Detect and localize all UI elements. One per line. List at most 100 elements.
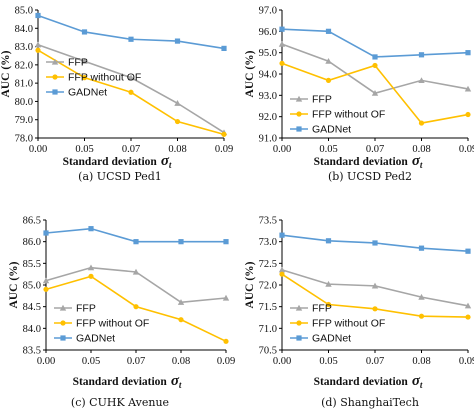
y-tick-label: 86.0 (23, 237, 41, 248)
data-point-triangle (464, 302, 472, 309)
data-point-circle (279, 271, 285, 277)
data-point-triangle (418, 293, 425, 300)
data-point-square (128, 36, 134, 42)
data-point-square (133, 239, 139, 245)
y-tick-label: 81.0 (15, 79, 33, 90)
data-point-triangle (132, 268, 140, 275)
y-tick-label: 71.5 (259, 302, 277, 313)
y-tick-label: 73.5 (259, 216, 277, 227)
y-tick-label: 85.0 (15, 6, 33, 17)
x-axis-label-text: Standard deviation (63, 156, 158, 168)
data-point-square (43, 230, 49, 236)
y-tick-label: 86.5 (23, 216, 41, 227)
data-point-circle (174, 118, 181, 125)
legend-marker-square (60, 335, 66, 341)
panel-caption: (d) ShanghaiTech (321, 396, 419, 409)
legend-marker-circle (296, 111, 302, 117)
x-axis-label-symbol: σ (171, 373, 180, 389)
legend: FFP FFP without OF GADNet (290, 94, 385, 136)
data-point-circle (178, 317, 184, 323)
x-axis-label-subscript: t (420, 160, 423, 170)
y-tick-label: 97.0 (259, 6, 277, 17)
x-tick-label: 0.05 (82, 356, 100, 367)
legend: FFP FFP without OF GADNet (290, 303, 385, 345)
x-tick-label: 0.09 (215, 144, 233, 155)
x-axis-label-subscript: t (179, 380, 182, 390)
y-tick-label: 85.0 (23, 281, 41, 292)
chart-panel-2: 83.5 84.0 84.5 85.0 85.5 86.0 86.5 0.00 0.05 0.07… (8, 216, 235, 410)
data-point-circle (35, 47, 41, 53)
x-tick-label: 0.00 (273, 356, 291, 367)
data-point-circle (223, 338, 229, 344)
chart-panel-1: 91.0 92.0 93.0 94.0 95.0 96.0 97.0 0.00 0.05 0.07… (244, 6, 474, 184)
x-tick-label: 0.08 (172, 356, 190, 367)
y-tick-label: 84.0 (15, 24, 33, 35)
data-point-circle (465, 111, 471, 118)
y-axis-label: AUC (%) (244, 50, 256, 97)
data-point-square (418, 52, 425, 58)
legend-marker-triangle (51, 58, 59, 65)
data-point-circle (128, 89, 134, 95)
x-axis-label: Standard deviation σt (73, 373, 182, 390)
data-point-square (35, 12, 41, 19)
y-axis-label: AUC (%) (244, 261, 256, 308)
x-tick-label: 0.05 (75, 144, 93, 155)
panel-caption: (a) UCSD Ped1 (78, 170, 162, 183)
data-point-triangle (81, 58, 88, 64)
data-point-circle (221, 131, 227, 137)
chart-panel-0: 78.0 79.0 80.0 81.0 82.0 83.0 84.0 85.0 0.00 0.05… (0, 6, 233, 184)
x-tick-label: 0.07 (127, 356, 145, 367)
legend-entry-label: FFP (312, 303, 332, 315)
y-tick-label: 79.0 (15, 115, 33, 126)
data-point-square (372, 54, 378, 60)
legend-entry-label: GADNet (68, 87, 107, 99)
legend: FFP FFP without OF GADNet (54, 303, 149, 345)
y-tick-label: 96.0 (259, 27, 277, 38)
x-tick-label: 0.09 (217, 356, 235, 367)
data-point-circle (372, 62, 378, 69)
y-tick-label: 84.0 (23, 324, 41, 335)
chart-panel-3: 70.5 71.0 71.5 72.0 72.5 73.0 73.5 0.00 0.05 0.07… (244, 216, 474, 410)
legend-marker-triangle (295, 95, 303, 102)
x-tick-label: 0.00 (29, 144, 47, 155)
data-point-square (88, 226, 94, 232)
series-line-2 (37, 14, 225, 50)
data-point-triangle (222, 294, 230, 301)
series-line-0 (37, 43, 225, 134)
data-point-square (221, 45, 227, 51)
legend-marker-circle (60, 320, 66, 326)
y-tick-label: 82.0 (15, 60, 33, 71)
legend-entry-label: GADNet (312, 333, 351, 345)
legend-entry-label: FFP without OF (68, 72, 141, 84)
data-point-square (325, 238, 332, 244)
legend-marker-square (52, 89, 58, 95)
x-tick-label: 0.09 (459, 144, 474, 155)
x-tick-label: 0.05 (319, 144, 337, 155)
data-point-circle (43, 286, 49, 292)
y-axis-label: AUC (%) (0, 50, 12, 97)
legend-marker-triangle (59, 304, 67, 311)
y-tick-label: 70.5 (259, 346, 277, 357)
legend-marker-triangle (295, 304, 303, 311)
data-point-square (223, 239, 229, 245)
data-point-square (178, 239, 184, 245)
x-tick-label: 0.07 (366, 144, 384, 155)
legend-entry-label: FFP (68, 57, 88, 69)
x-axis-label-symbol: σ (412, 373, 421, 389)
data-point-triangle (127, 74, 135, 81)
legend-entry-label: GADNet (312, 124, 351, 136)
data-point-triangle (325, 58, 332, 64)
legend-entry-label: FFP without OF (312, 318, 385, 330)
legend-marker-square (296, 126, 302, 132)
y-axis-label: AUC (%) (8, 261, 20, 308)
data-point-triangle (371, 90, 379, 96)
y-tick-label: 80.0 (15, 97, 33, 108)
data-point-circle (133, 304, 139, 310)
series-line-2 (281, 28, 469, 58)
x-axis-label: Standard deviation σt (314, 153, 423, 170)
x-axis-label-symbol: σ (161, 153, 170, 169)
legend-entry-label: FFP (312, 94, 332, 106)
data-point-circle (418, 313, 425, 319)
x-axis-label: Standard deviation σt (314, 373, 423, 390)
